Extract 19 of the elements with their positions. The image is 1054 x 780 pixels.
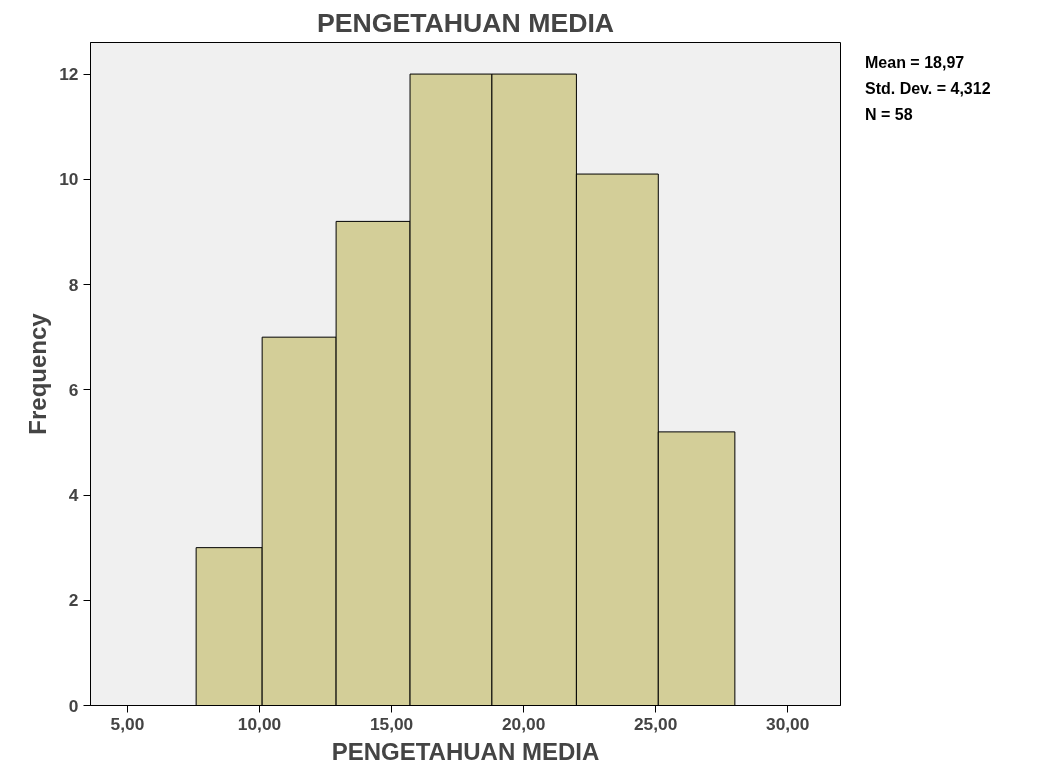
y-tick-label: 12 xyxy=(59,64,79,85)
y-tick-label: 8 xyxy=(68,274,79,295)
y-axis-title: Frequency xyxy=(24,312,52,435)
chart-title: PENGETAHUAN MEDIA xyxy=(316,7,615,38)
text: Mean = 18,97 xyxy=(865,54,965,71)
y-tick-label: 10 xyxy=(59,169,79,190)
x-tick-label: 20,00 xyxy=(501,713,546,734)
x-tick-label: 30,00 xyxy=(766,713,810,734)
x-tick-label: 25,00 xyxy=(633,713,678,734)
x-tick-label: 10,00 xyxy=(237,713,282,734)
y-tick-label: 0 xyxy=(68,695,79,716)
x-axis-title: PENGETAHUAN MEDIA xyxy=(331,737,600,765)
y-tick-label: 6 xyxy=(68,379,79,400)
x-tick-label: 15,00 xyxy=(369,713,414,734)
text: Std. Dev. = 4,312 xyxy=(865,80,991,97)
y-tick-label: 2 xyxy=(68,590,79,611)
text: N = 58 xyxy=(865,106,913,123)
y-tick-label: 4 xyxy=(68,485,79,506)
x-tick-label: 5,00 xyxy=(110,713,145,734)
